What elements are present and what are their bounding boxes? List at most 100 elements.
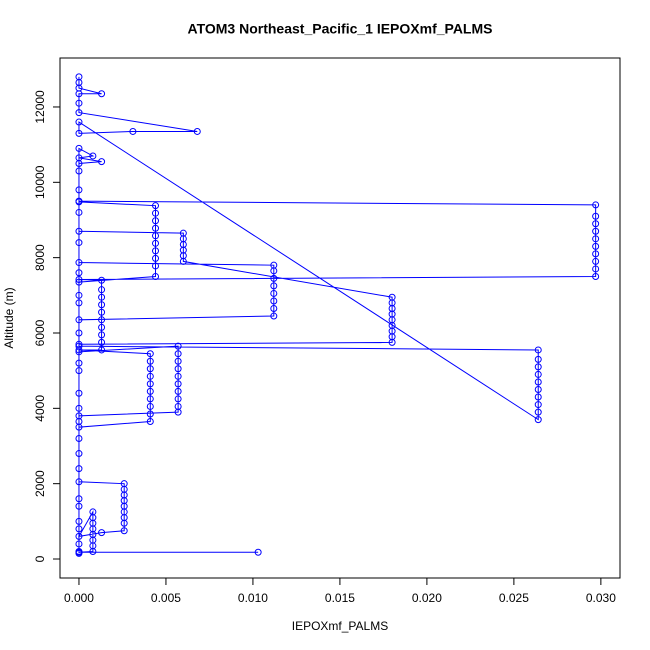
point bbox=[98, 276, 106, 284]
point bbox=[592, 272, 600, 280]
point bbox=[270, 312, 278, 320]
point bbox=[152, 217, 160, 225]
x-tick-label: 0.000 bbox=[64, 591, 94, 605]
point bbox=[534, 370, 542, 378]
point bbox=[75, 276, 83, 284]
x-tick-label: 0.005 bbox=[151, 591, 181, 605]
point bbox=[75, 227, 83, 235]
y-tick-label: 0 bbox=[33, 555, 47, 562]
point bbox=[270, 297, 278, 305]
point bbox=[98, 331, 106, 339]
point bbox=[174, 372, 182, 380]
point bbox=[146, 387, 154, 395]
point bbox=[146, 402, 154, 410]
point bbox=[270, 282, 278, 290]
point bbox=[75, 299, 83, 307]
point bbox=[75, 109, 83, 117]
point bbox=[534, 363, 542, 371]
point bbox=[75, 208, 83, 216]
point bbox=[174, 342, 182, 350]
point bbox=[592, 242, 600, 250]
point bbox=[152, 209, 160, 217]
point bbox=[534, 346, 542, 354]
point bbox=[152, 239, 160, 247]
point bbox=[534, 401, 542, 409]
point bbox=[254, 548, 262, 556]
point bbox=[534, 385, 542, 393]
point bbox=[592, 201, 600, 209]
point bbox=[75, 198, 83, 206]
point bbox=[75, 118, 83, 126]
point bbox=[98, 308, 106, 316]
point bbox=[98, 158, 106, 166]
x-tick-label: 0.030 bbox=[586, 591, 616, 605]
point bbox=[534, 378, 542, 386]
point bbox=[98, 293, 106, 301]
point bbox=[75, 329, 83, 337]
point bbox=[75, 532, 83, 540]
point bbox=[75, 144, 83, 152]
point bbox=[146, 357, 154, 365]
point bbox=[534, 416, 542, 424]
point bbox=[75, 359, 83, 367]
point bbox=[75, 278, 83, 286]
point bbox=[75, 340, 83, 348]
point bbox=[75, 90, 83, 98]
point bbox=[75, 269, 83, 277]
point bbox=[270, 261, 278, 269]
point bbox=[129, 127, 137, 135]
point bbox=[98, 346, 106, 354]
point bbox=[152, 254, 160, 262]
chart-title: ATOM3 Northeast_Pacific_1 IEPOXmf_PALMS bbox=[188, 21, 493, 37]
point bbox=[75, 239, 83, 247]
point bbox=[75, 517, 83, 525]
point bbox=[592, 235, 600, 243]
point bbox=[98, 316, 106, 324]
point bbox=[152, 262, 160, 270]
point bbox=[534, 393, 542, 401]
point bbox=[89, 152, 97, 160]
point bbox=[152, 272, 160, 280]
point bbox=[75, 434, 83, 442]
point bbox=[75, 549, 83, 557]
point bbox=[75, 99, 83, 107]
y-tick-label: 10000 bbox=[33, 165, 47, 199]
y-tick-label: 4000 bbox=[33, 395, 47, 422]
point bbox=[174, 408, 182, 416]
point bbox=[592, 265, 600, 273]
point bbox=[75, 316, 83, 324]
point bbox=[152, 202, 160, 210]
point bbox=[174, 350, 182, 358]
point bbox=[75, 495, 83, 503]
point bbox=[174, 365, 182, 373]
point bbox=[146, 395, 154, 403]
point bbox=[75, 291, 83, 299]
point bbox=[98, 90, 106, 98]
point bbox=[98, 301, 106, 309]
point bbox=[75, 129, 83, 137]
point bbox=[174, 395, 182, 403]
point bbox=[75, 186, 83, 194]
point bbox=[75, 547, 83, 555]
point bbox=[120, 527, 128, 535]
point bbox=[270, 274, 278, 282]
y-axis-label: Altitude (m) bbox=[2, 287, 16, 348]
point bbox=[75, 465, 83, 473]
point bbox=[152, 247, 160, 255]
point bbox=[75, 478, 83, 486]
point bbox=[388, 338, 396, 346]
y-tick-label: 2000 bbox=[33, 470, 47, 497]
point bbox=[592, 227, 600, 235]
point bbox=[120, 519, 128, 527]
point bbox=[75, 450, 83, 458]
x-tick-label: 0.025 bbox=[499, 591, 529, 605]
point bbox=[146, 350, 154, 358]
x-axis-label: IEPOXmf_PALMS bbox=[292, 619, 388, 633]
point bbox=[75, 389, 83, 397]
y-tick-label: 12000 bbox=[33, 90, 47, 124]
point bbox=[146, 380, 154, 388]
point bbox=[98, 286, 106, 294]
point bbox=[592, 212, 600, 220]
